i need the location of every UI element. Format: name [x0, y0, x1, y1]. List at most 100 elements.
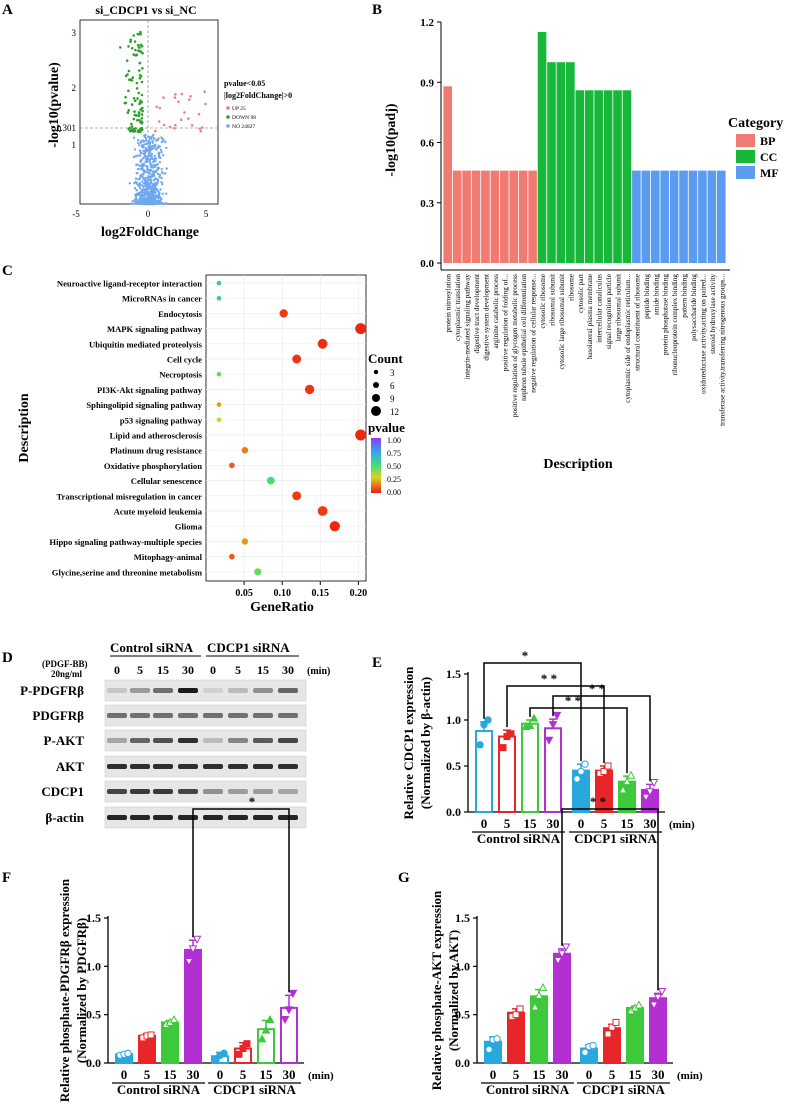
volcano-point-ns — [153, 184, 156, 188]
volcano-point-up — [158, 106, 162, 110]
bar-xtick-label: 0 — [481, 816, 488, 831]
bar-ytick-label: 1.0 — [446, 713, 461, 727]
data-point — [649, 779, 659, 788]
go-bar — [452, 170, 462, 263]
bar — [649, 997, 667, 1065]
volcano-point-ns — [161, 182, 164, 186]
volcano-point-down — [127, 128, 130, 131]
volcano-point-ns — [156, 172, 160, 176]
data-point — [265, 1014, 275, 1023]
blot-band — [203, 764, 223, 769]
go-legend-mf-swatch — [736, 166, 755, 179]
volcano-point-ns — [157, 193, 161, 196]
volcano-point-down — [124, 101, 128, 105]
volcano-point-ns — [148, 158, 151, 162]
volcano-point-down — [138, 69, 141, 72]
volcano-point-ns — [160, 176, 163, 180]
blot-row-label: PDGFRβ — [32, 708, 84, 723]
kegg-x-ticks: 0.05 0.10 0.15 0.20 — [235, 581, 367, 599]
cdcp1-expression-chart: 0.0 0.5 1.0 1.5 0 5 15 30 0 5 15 30 (min) Control siR… — [401, 648, 695, 846]
significance-label: * * — [590, 794, 606, 809]
kegg-dot — [317, 338, 328, 349]
blot-band — [228, 688, 248, 693]
blot-row-label: P-PDGFRβ — [20, 683, 84, 698]
bar-xtick-label: 30 — [283, 1067, 296, 1082]
volcano-point-ns — [162, 154, 165, 157]
data-point — [581, 760, 589, 768]
volcano-point-down — [132, 34, 135, 37]
kegg-dot — [317, 506, 328, 516]
legend-down-label: DOWN 98 — [232, 115, 256, 121]
data-point — [538, 983, 548, 992]
volcano-point-down — [130, 103, 134, 106]
volcano-xlabel: log2FoldChange — [101, 225, 199, 240]
volcano-point-ns — [146, 168, 149, 171]
kegg-dot — [304, 384, 315, 395]
volcano-point-down — [141, 109, 144, 113]
kegg-dot — [266, 476, 275, 485]
volcano-point-ns — [164, 140, 167, 144]
volcano-point-down — [136, 97, 139, 100]
kegg-dot — [216, 295, 222, 301]
kegg-term-label: Transcriptional misregulation in cancer — [56, 491, 202, 501]
volcano-point-down — [135, 53, 139, 57]
volcano-point-down — [139, 127, 142, 130]
volcano-point-ns — [143, 164, 146, 167]
volcano-point-up — [173, 96, 177, 99]
volcano-point-ns — [132, 202, 135, 205]
go-term-label: ribosome — [567, 274, 575, 301]
bar-ytick-label: 1.0 — [86, 959, 101, 973]
kegg-dot — [241, 538, 249, 545]
data-point — [169, 1014, 179, 1023]
volcano-point-ns — [142, 188, 145, 191]
go-term-label: positive regulation of glycogen metaboli… — [511, 274, 519, 417]
volcano-point-up — [200, 126, 204, 129]
volcano-point-ns — [148, 161, 152, 164]
go-bar — [528, 170, 537, 263]
volcano-point-ns — [134, 193, 137, 196]
blot-band — [153, 789, 173, 794]
go-bar — [603, 90, 613, 263]
volcano-point-ns — [138, 164, 141, 167]
volcano-point-ns — [156, 146, 159, 150]
volcano-point-down — [140, 80, 144, 84]
legend-down-marker — [226, 115, 230, 119]
significance-bracket — [506, 685, 605, 763]
significance-label: * * — [541, 671, 557, 686]
volcano-point-up — [190, 124, 194, 127]
volcano-point-ns — [144, 139, 148, 142]
volcano-point-down — [138, 118, 141, 122]
volcano-point-ns — [139, 176, 142, 179]
kegg-term-label: Endocytosis — [158, 309, 203, 319]
bar-xtick-label: 30 — [547, 816, 560, 831]
bar-ylabel: Relative phosphate-PDGFRβ expression — [57, 878, 72, 1102]
go-term-label: positive regulation of folding of... — [501, 274, 509, 371]
volcano-point-down — [132, 53, 135, 56]
blot-band — [130, 764, 150, 769]
go-enrichment-bar-chart: 0.00.30.60.91.2 protein nitrosylation cyt… — [384, 17, 783, 472]
blot-band — [107, 764, 127, 769]
volcano-point-down — [132, 117, 136, 121]
count-legend-dot-3 — [373, 369, 379, 375]
volcano-point-ns — [160, 140, 164, 144]
volcano-legend-title-1: pvalue<0.05 — [224, 79, 265, 88]
bar-ytick-label: 0.0 — [455, 1056, 470, 1070]
go-bar — [650, 170, 660, 263]
bar-ylabel-sub: (Normalized by β-actin) — [418, 677, 433, 810]
blot-time-label: 30 — [282, 663, 294, 677]
volcano-point-ns — [135, 182, 139, 185]
volcano-point-down — [129, 40, 132, 43]
go-term-label: protein phosphatase binding — [662, 274, 670, 355]
volcano-point-ns — [141, 195, 144, 198]
volcano-point-ns — [161, 137, 164, 141]
volcano-point-down — [133, 99, 137, 103]
volcano-point-ns — [141, 180, 144, 183]
data-point — [243, 1040, 251, 1048]
kegg-pvalue-title: pvalue — [368, 420, 405, 435]
kegg-dot — [216, 371, 222, 377]
volcano-point-ns — [155, 139, 158, 142]
volcano-point-down — [140, 93, 144, 97]
go-term-label: protein nitrosylation — [445, 274, 453, 333]
volcano-point-up — [162, 96, 165, 99]
blot-band — [203, 738, 223, 743]
